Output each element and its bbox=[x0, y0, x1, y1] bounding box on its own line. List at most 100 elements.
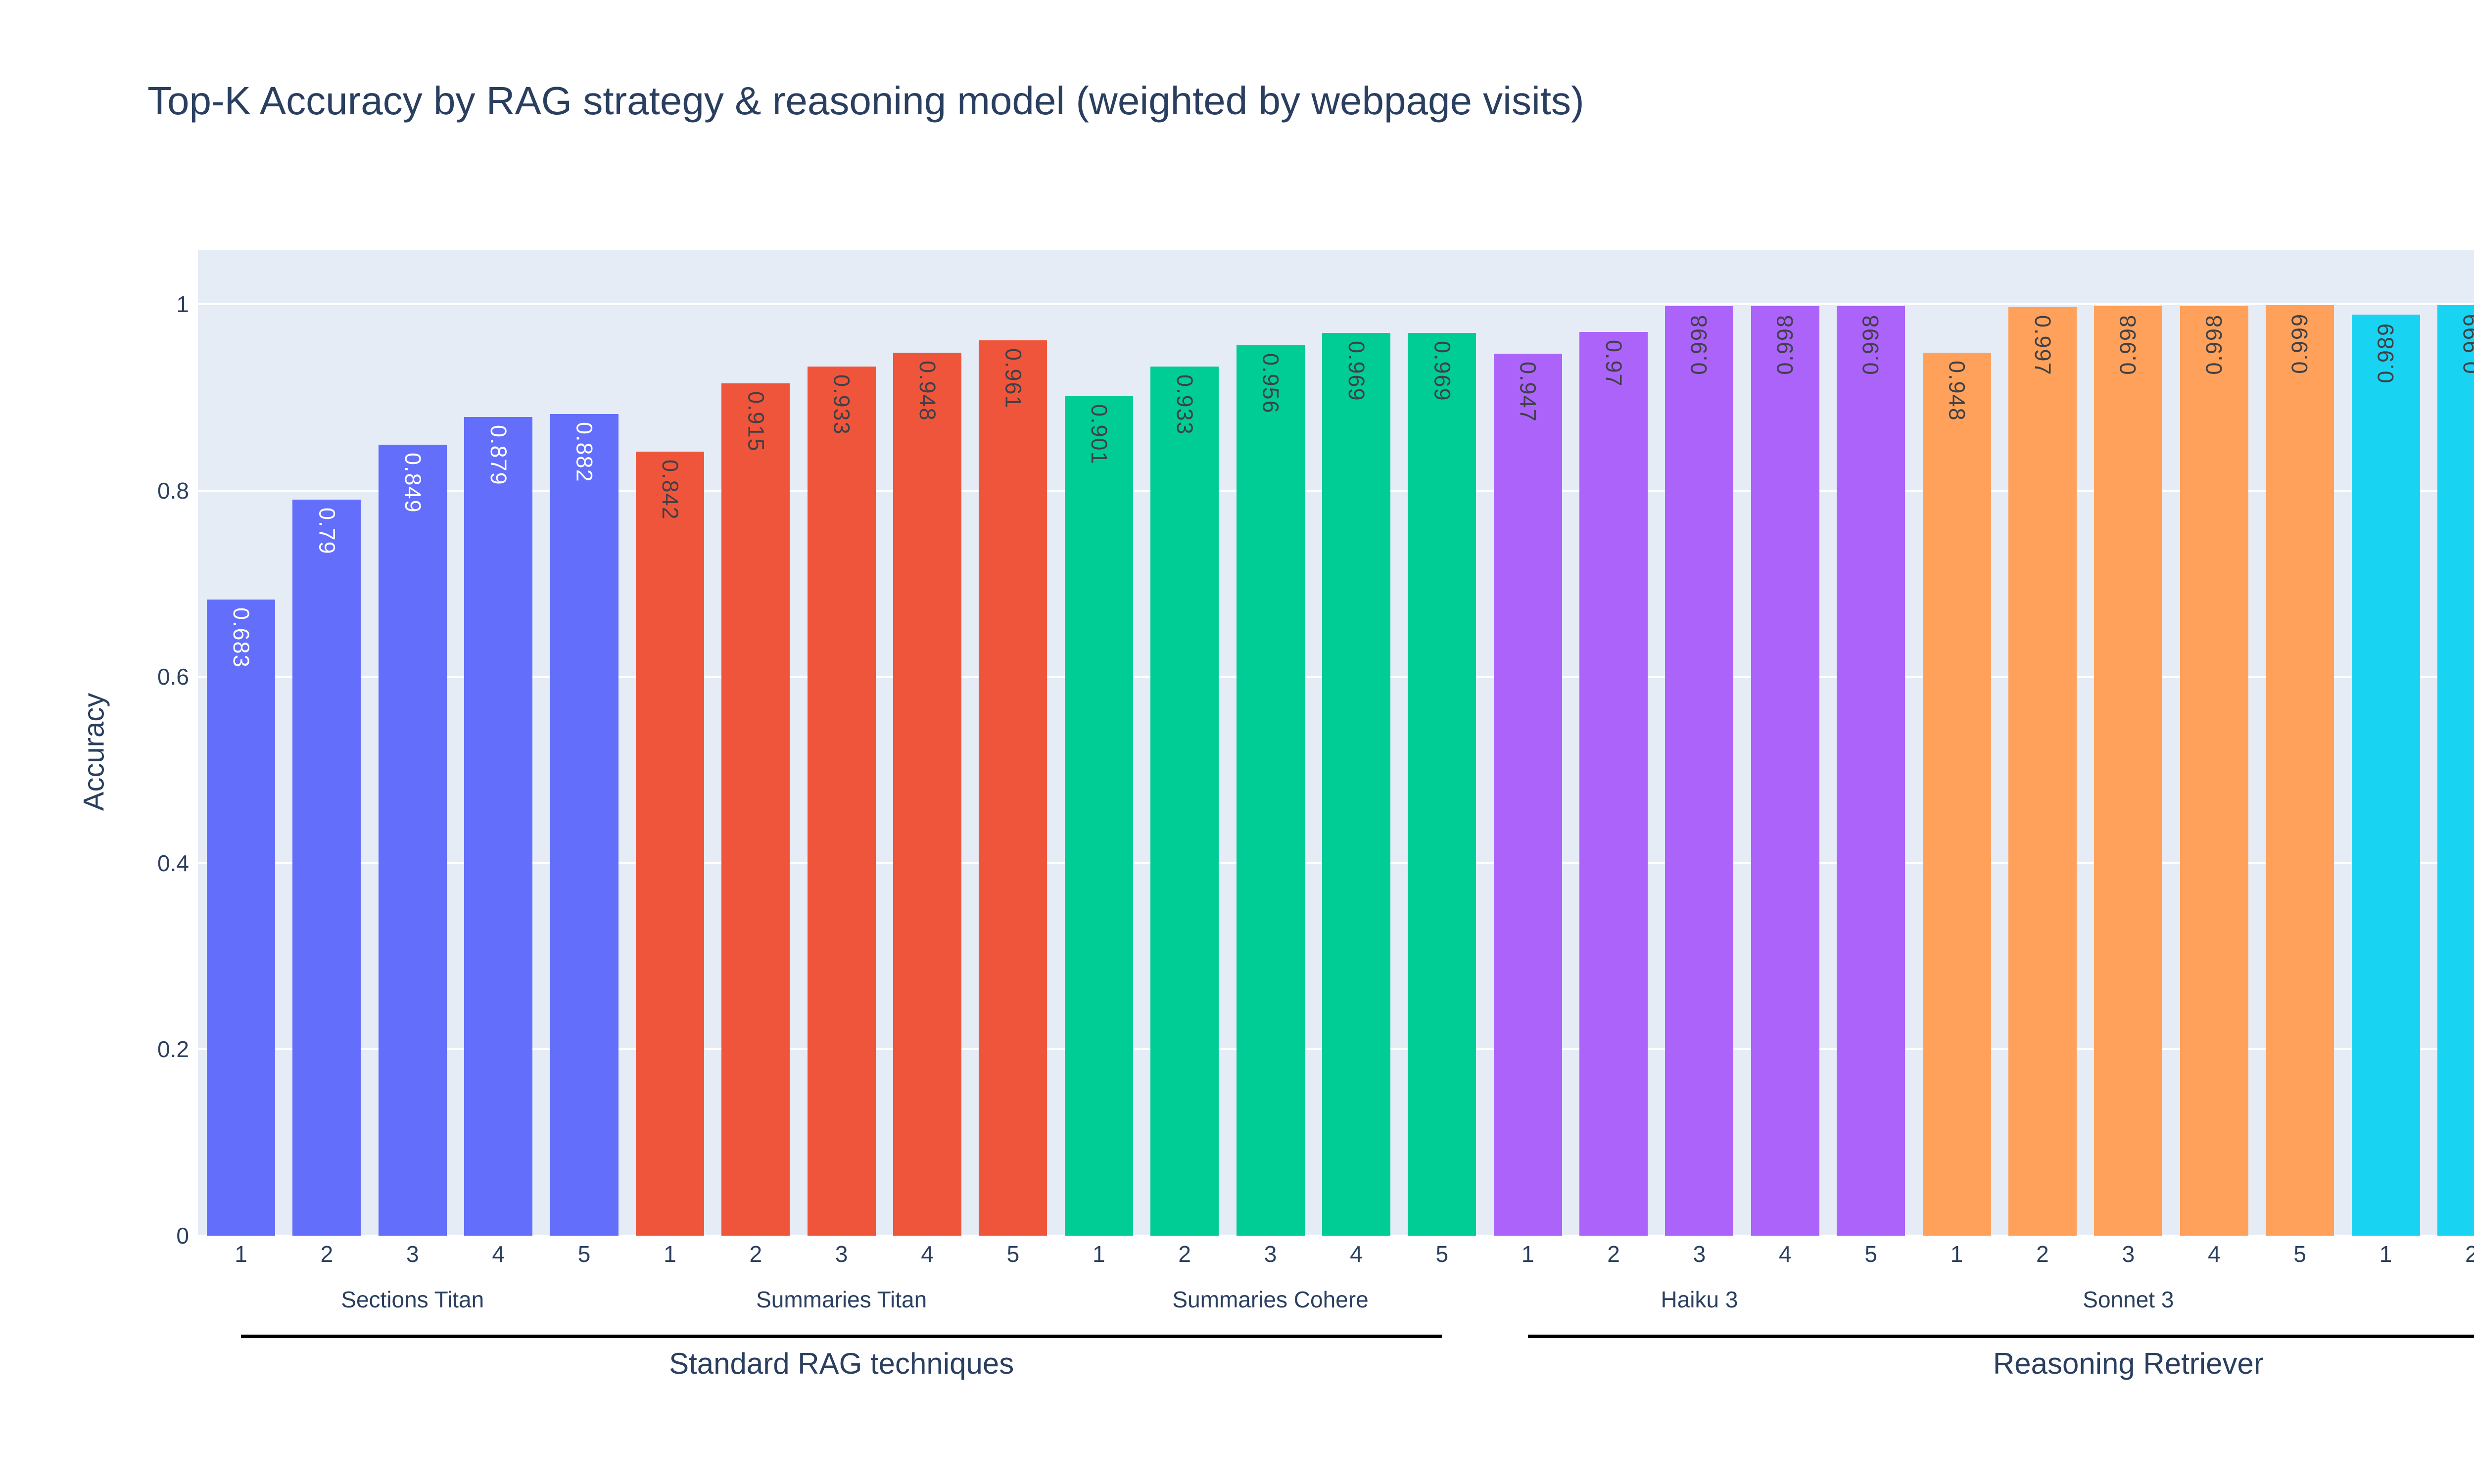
y-tick-label: 0 bbox=[176, 1223, 189, 1249]
bar-value-label: 0.969 bbox=[1343, 341, 1369, 402]
bar[interactable]: 0.901 bbox=[1064, 396, 1133, 1236]
x-tick-label: 4 bbox=[1779, 1241, 1792, 1267]
bar-value-label: 0.998 bbox=[2115, 314, 2141, 375]
bar[interactable]: 0.97 bbox=[1579, 332, 1648, 1236]
y-tick-label: 0.2 bbox=[157, 1036, 189, 1063]
y-tick-label: 0.8 bbox=[157, 477, 189, 504]
bar[interactable]: 0.969 bbox=[1408, 333, 1476, 1236]
bar[interactable]: 0.998 bbox=[1665, 306, 1734, 1236]
bar-value-label: 0.933 bbox=[829, 374, 855, 435]
bar[interactable]: 0.989 bbox=[2351, 315, 2420, 1236]
bar-value-label: 0.849 bbox=[400, 453, 426, 513]
y-tick-label: 1 bbox=[176, 291, 189, 317]
bar-value-label: 0.999 bbox=[2287, 313, 2313, 374]
x-tick-label: 5 bbox=[577, 1241, 591, 1267]
x-tick-label: 1 bbox=[664, 1241, 676, 1267]
bar-value-label: 0.999 bbox=[2458, 313, 2474, 374]
x-tick-label: 4 bbox=[921, 1241, 934, 1267]
bar-value-label: 0.947 bbox=[1515, 362, 1541, 422]
bar[interactable]: 0.948 bbox=[1922, 353, 1991, 1236]
bar-value-label: 0.933 bbox=[1172, 374, 1198, 435]
y-axis-title: Accuracy bbox=[78, 693, 110, 811]
group-label: Sections Titan bbox=[341, 1287, 484, 1312]
bar[interactable]: 0.956 bbox=[1236, 345, 1305, 1236]
bar[interactable]: 0.998 bbox=[2180, 306, 2248, 1236]
x-tick-label: 4 bbox=[492, 1241, 505, 1267]
bar-value-label: 0.989 bbox=[2373, 323, 2398, 383]
bar-value-label: 0.998 bbox=[1686, 314, 1712, 375]
bar[interactable]: 0.849 bbox=[378, 445, 447, 1236]
bar-value-label: 0.97 bbox=[1601, 340, 1627, 387]
bar-value-label: 0.901 bbox=[1086, 404, 1112, 465]
bar-value-label: 0.998 bbox=[1772, 314, 1798, 375]
bracket-line bbox=[1527, 1335, 2474, 1338]
bar[interactable]: 0.998 bbox=[1751, 306, 1819, 1236]
x-tick-label: 2 bbox=[2036, 1241, 2049, 1267]
bar[interactable]: 0.683 bbox=[207, 600, 275, 1236]
x-tick-label: 5 bbox=[1864, 1241, 1878, 1267]
x-tick-label: 2 bbox=[1178, 1241, 1191, 1267]
x-tick-label: 1 bbox=[1093, 1241, 1105, 1267]
x-tick-label: 3 bbox=[835, 1241, 848, 1267]
bar-value-label: 0.998 bbox=[2201, 314, 2227, 375]
bar-value-label: 0.79 bbox=[314, 508, 340, 555]
bar-value-label: 0.956 bbox=[1258, 353, 1284, 414]
y-gridline bbox=[198, 303, 2474, 305]
chart-title: Top-K Accuracy by RAG strategy & reasoni… bbox=[147, 79, 1584, 123]
bar[interactable]: 0.79 bbox=[292, 500, 361, 1236]
bar[interactable]: 0.882 bbox=[550, 414, 618, 1236]
x-tick-label: 1 bbox=[1521, 1241, 1534, 1267]
bar-value-label: 0.961 bbox=[1000, 348, 1026, 409]
bracket-label: Reasoning Retriever bbox=[1993, 1347, 2264, 1380]
bar[interactable]: 0.998 bbox=[2094, 306, 2163, 1236]
bar-value-label: 0.879 bbox=[486, 425, 512, 486]
group-label: Sonnet 3 bbox=[2083, 1287, 2174, 1312]
x-tick-label: 1 bbox=[1950, 1241, 1963, 1267]
bar[interactable]: 0.998 bbox=[1837, 306, 1905, 1236]
bar[interactable]: 0.961 bbox=[979, 340, 1047, 1236]
bar[interactable]: 0.933 bbox=[1150, 367, 1219, 1236]
bracket-label: Standard RAG techniques bbox=[669, 1347, 1014, 1380]
bar[interactable]: 0.947 bbox=[1493, 354, 1562, 1236]
x-tick-label: 4 bbox=[1350, 1241, 1363, 1267]
bar-value-label: 0.948 bbox=[1944, 361, 1970, 421]
bar-value-label: 0.969 bbox=[1429, 341, 1455, 402]
bar-value-label: 0.997 bbox=[2030, 315, 2055, 376]
x-tick-label: 2 bbox=[1607, 1241, 1620, 1267]
bar[interactable]: 0.969 bbox=[1322, 333, 1390, 1236]
x-tick-label: 3 bbox=[406, 1241, 419, 1267]
bar-value-label: 0.998 bbox=[1858, 314, 1884, 375]
bar-value-label: 0.948 bbox=[915, 361, 941, 421]
bar[interactable]: 0.948 bbox=[893, 353, 962, 1236]
plot-area: 0.683 0.79 0.849 0.879 0.882 0.842 0.915 0.933 0… bbox=[198, 250, 2474, 1237]
group-label: Summaries Titan bbox=[756, 1287, 927, 1312]
bar-value-label: 0.683 bbox=[229, 607, 254, 668]
x-tick-label: 3 bbox=[1693, 1241, 1706, 1267]
bracket-line bbox=[241, 1335, 1442, 1338]
x-tick-label: 1 bbox=[235, 1241, 247, 1267]
y-gridline bbox=[198, 1235, 2474, 1237]
x-tick-label: 2 bbox=[320, 1241, 333, 1267]
bar[interactable]: 0.933 bbox=[807, 367, 876, 1236]
x-tick-label: 5 bbox=[2293, 1241, 2306, 1267]
x-tick-label: 3 bbox=[2122, 1241, 2135, 1267]
y-tick-label: 0.6 bbox=[157, 664, 189, 690]
group-label: Haiku 3 bbox=[1661, 1287, 1738, 1312]
bar[interactable]: 0.999 bbox=[2266, 305, 2334, 1236]
bar[interactable]: 0.999 bbox=[2437, 305, 2474, 1236]
x-tick-label: 5 bbox=[1435, 1241, 1449, 1267]
bar-value-label: 0.842 bbox=[657, 460, 683, 520]
bar[interactable]: 0.915 bbox=[721, 383, 790, 1236]
bar-value-label: 0.882 bbox=[571, 422, 597, 483]
x-tick-label: 2 bbox=[749, 1241, 762, 1267]
bar[interactable]: 0.879 bbox=[464, 417, 533, 1236]
x-tick-label: 1 bbox=[2379, 1241, 2392, 1267]
x-tick-label: 3 bbox=[1264, 1241, 1277, 1267]
x-tick-label: 2 bbox=[2465, 1241, 2474, 1267]
x-tick-label: 5 bbox=[1006, 1241, 1020, 1267]
x-tick-label: 4 bbox=[2207, 1241, 2221, 1267]
group-label: Summaries Cohere bbox=[1172, 1287, 1369, 1312]
bar[interactable]: 0.997 bbox=[2008, 307, 2077, 1236]
bar[interactable]: 0.842 bbox=[635, 452, 704, 1236]
